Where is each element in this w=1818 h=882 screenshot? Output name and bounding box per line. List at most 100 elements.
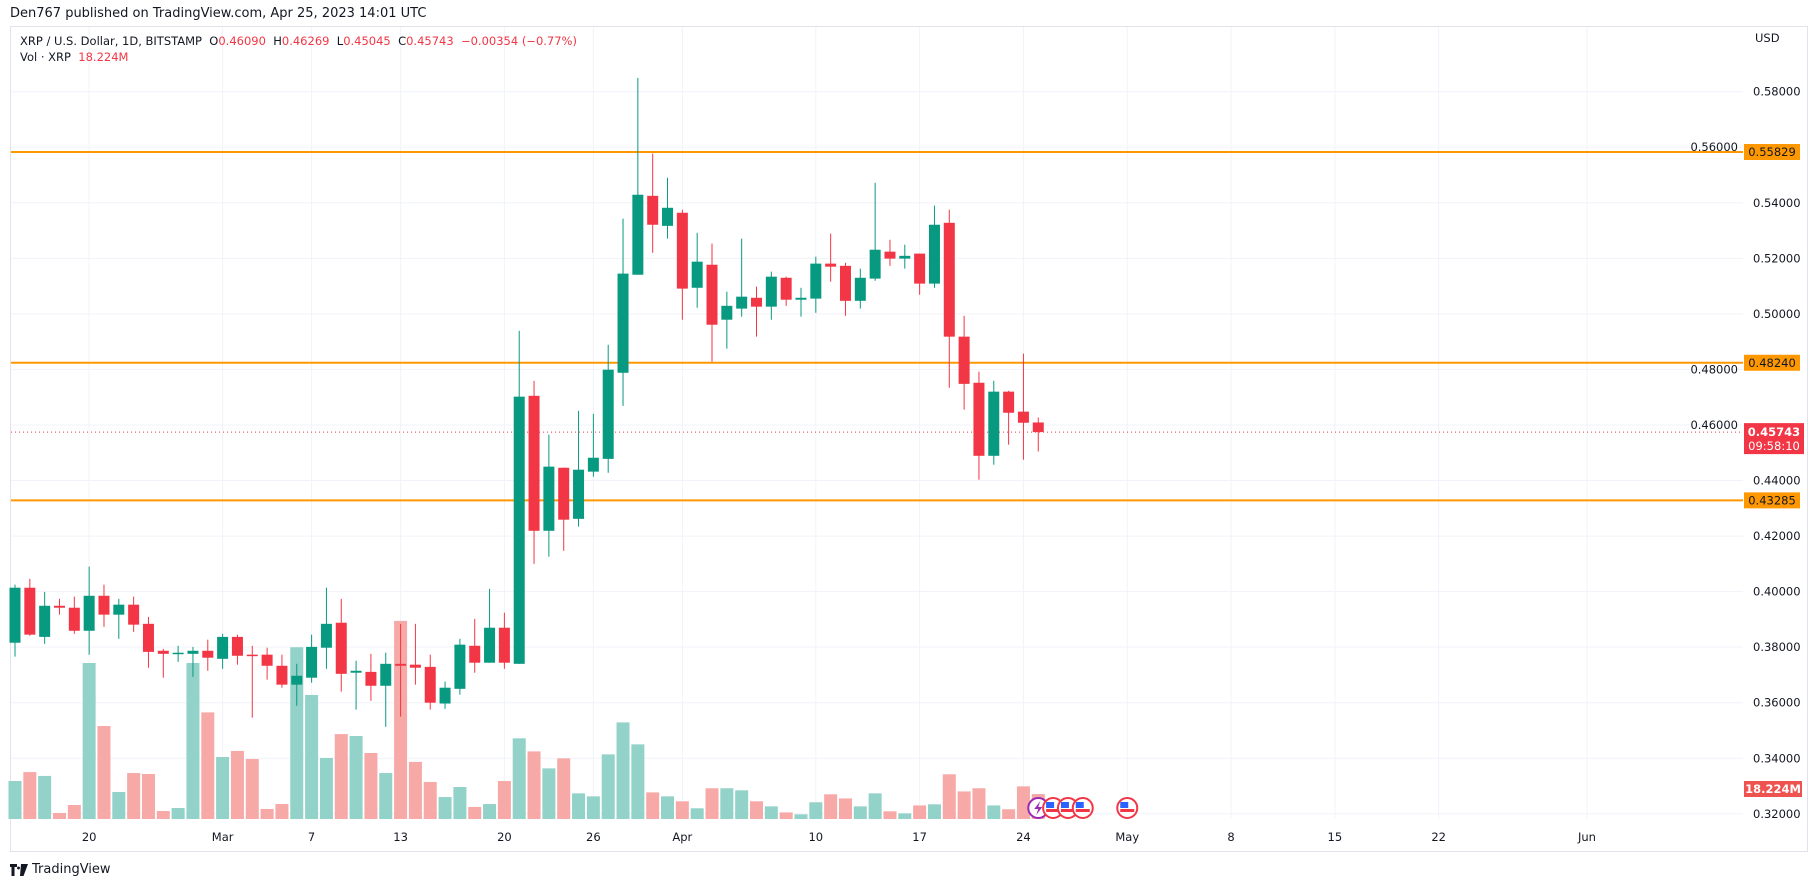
candle	[869, 182, 881, 281]
candle	[395, 623, 407, 717]
volume-bar	[349, 735, 363, 819]
price-tick-label: 0.38000	[1753, 640, 1801, 654]
volume-bar	[557, 758, 571, 819]
candle-body	[721, 305, 733, 320]
volume-bar	[497, 780, 511, 819]
us-flag-icon[interactable]	[1071, 797, 1094, 819]
price-tick-label: 0.34000	[1753, 751, 1801, 765]
price-tick-label: 0.48000	[1690, 362, 1738, 376]
candle	[706, 243, 718, 362]
volume-bar	[927, 804, 941, 819]
candle-body	[98, 595, 110, 615]
candle	[558, 467, 570, 551]
us-flag-icon[interactable]	[1116, 797, 1139, 819]
candle-body	[958, 336, 970, 384]
candle-body	[128, 604, 140, 625]
candle	[884, 239, 896, 266]
tradingview-brand[interactable]: TradingView	[10, 862, 111, 877]
volume-bar	[290, 647, 304, 819]
volume-bar	[957, 791, 971, 819]
candle-body	[9, 587, 21, 643]
candle	[335, 598, 347, 692]
legend-open-label: O	[209, 34, 219, 48]
candle	[751, 286, 762, 337]
candle-body	[484, 627, 496, 663]
volume-bar	[97, 725, 111, 819]
candle	[498, 612, 510, 669]
candle-body	[24, 587, 36, 635]
publish-line: Den767 published on TradingView.com, Apr…	[10, 6, 427, 21]
candle-body	[306, 646, 318, 678]
candle-body	[246, 654, 258, 657]
candle	[780, 276, 792, 306]
candle-body	[68, 607, 80, 631]
volume-bar	[305, 694, 319, 819]
volume-bar	[705, 788, 719, 819]
candle	[350, 660, 362, 710]
volume-bar	[824, 794, 838, 819]
volume-bar	[408, 761, 422, 819]
candle	[484, 588, 496, 663]
volume-bar	[527, 751, 541, 819]
candle-body	[1003, 391, 1015, 413]
candle	[854, 268, 866, 309]
candle-body	[869, 249, 881, 279]
candle	[409, 623, 421, 685]
candle	[573, 410, 585, 527]
lightning-glyph	[1034, 801, 1043, 815]
candle	[825, 233, 837, 282]
candle-body	[765, 276, 777, 307]
candle-body	[439, 687, 451, 704]
volume-bar	[216, 756, 230, 819]
price-tick-label: 0.54000	[1753, 196, 1801, 210]
candle-body	[780, 277, 792, 300]
volume-bar	[453, 787, 467, 819]
candle-body	[884, 251, 896, 259]
candle	[454, 638, 466, 695]
horizontal-levels	[11, 150, 1743, 502]
candle-body	[810, 263, 822, 299]
currency-label: USD	[1755, 31, 1780, 45]
candle	[691, 232, 703, 308]
candle-body	[1032, 422, 1044, 433]
candle	[765, 271, 777, 320]
time-axis: 20 Mar 7 13 20 26 Apr 10 17 24 May 8 15 22 Jun	[82, 830, 1596, 844]
candle-body	[528, 395, 540, 531]
candle	[439, 681, 451, 709]
volume-bar	[987, 805, 1001, 819]
volume-bar	[423, 781, 437, 819]
volume-bar	[898, 813, 912, 819]
volume-bar	[735, 790, 749, 819]
volume-bar	[868, 793, 882, 819]
candle-body	[424, 666, 436, 703]
legend-open: 0.46090	[218, 34, 266, 48]
candle	[943, 209, 955, 388]
candle	[543, 434, 555, 557]
tradingview-logo-icon	[10, 863, 28, 876]
candle-body	[202, 650, 214, 658]
candle-body	[988, 391, 1000, 456]
chart-frame	[10, 26, 1808, 852]
legend-low: 0.45045	[343, 34, 391, 48]
volume-bar	[201, 712, 215, 819]
candle	[647, 153, 659, 253]
candle-body	[706, 264, 718, 325]
candle	[513, 330, 525, 664]
candle	[469, 618, 481, 673]
price-tick-label: 0.36000	[1753, 696, 1801, 710]
candle-body	[261, 654, 273, 666]
candle-body	[914, 253, 926, 284]
volume-bar	[631, 744, 645, 819]
candle	[795, 287, 807, 317]
volume-bar	[52, 812, 66, 819]
candle-body	[187, 650, 199, 654]
candle	[172, 645, 184, 662]
flag-stripe	[1060, 809, 1075, 812]
volume-bar	[809, 802, 823, 819]
us-flag-icon[interactable]	[1042, 797, 1065, 819]
candle	[68, 596, 80, 634]
legend-high-label: H	[273, 34, 282, 48]
candles	[9, 77, 1044, 727]
candle-body	[395, 663, 407, 666]
